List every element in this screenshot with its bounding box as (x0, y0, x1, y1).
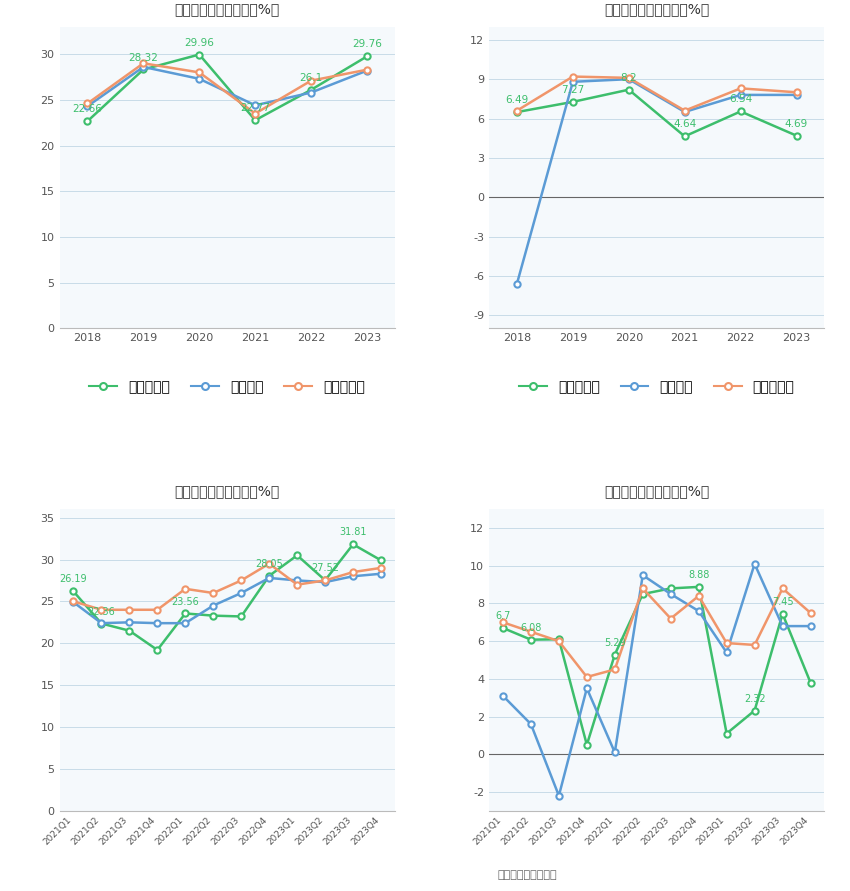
Title: 历年净利率变化情况（%）: 历年净利率变化情况（%） (604, 2, 710, 16)
Title: 季度净利率变化情况（%）: 季度净利率变化情况（%） (604, 485, 710, 498)
Text: 26.1: 26.1 (299, 73, 323, 83)
Text: 22.66: 22.66 (72, 104, 102, 114)
Text: 6.7: 6.7 (496, 611, 511, 621)
Text: 4.64: 4.64 (673, 119, 696, 129)
Text: 29.76: 29.76 (352, 39, 382, 49)
Text: 26.19: 26.19 (60, 575, 88, 584)
Text: 8.2: 8.2 (620, 73, 638, 83)
Text: 7.27: 7.27 (561, 85, 585, 95)
Text: 28.32: 28.32 (128, 53, 158, 62)
Text: 6.08: 6.08 (520, 623, 541, 633)
Text: 5.29: 5.29 (604, 638, 626, 648)
Text: 数据来源：恒生聚源: 数据来源：恒生聚源 (497, 870, 557, 879)
Legend: 公司净利率, 行业均値, 行业中位数: 公司净利率, 行业均値, 行业中位数 (513, 374, 800, 400)
Text: 29.96: 29.96 (184, 37, 214, 47)
Text: 2.32: 2.32 (744, 693, 765, 704)
Text: 8.88: 8.88 (688, 570, 710, 580)
Text: 28.05: 28.05 (255, 559, 283, 568)
Legend: 公司毛利率, 行业均値, 行业中位数: 公司毛利率, 行业均値, 行业中位数 (84, 374, 371, 400)
Text: 6.49: 6.49 (505, 95, 529, 105)
Text: 7.45: 7.45 (772, 597, 793, 607)
Text: 23.56: 23.56 (172, 596, 199, 607)
Text: 31.81: 31.81 (339, 527, 367, 537)
Title: 历年毛利率变化情况（%）: 历年毛利率变化情况（%） (174, 2, 280, 16)
Text: 22.77: 22.77 (241, 103, 270, 113)
Text: 6.54: 6.54 (729, 94, 752, 104)
Title: 季度毛利率变化情况（%）: 季度毛利率变化情况（%） (174, 485, 280, 498)
Text: 22.36: 22.36 (88, 607, 116, 617)
Text: 27.52: 27.52 (311, 563, 339, 573)
Text: 4.69: 4.69 (785, 119, 808, 128)
